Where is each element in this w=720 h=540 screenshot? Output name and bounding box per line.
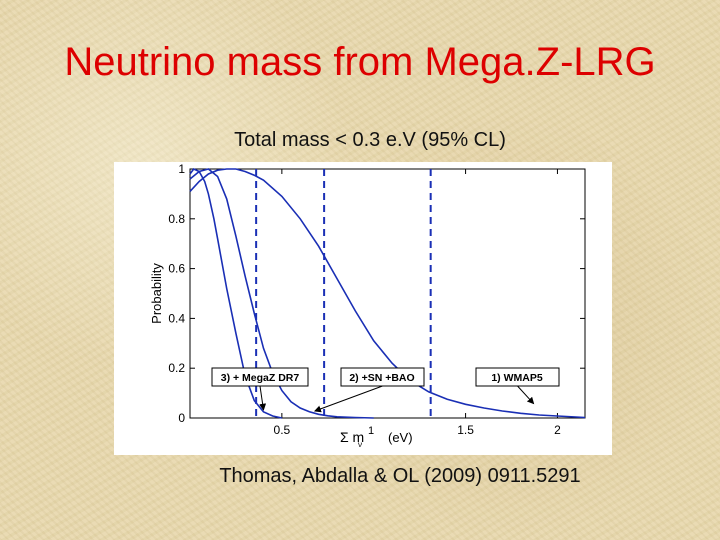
x-tick-label: 1.5 (457, 423, 474, 437)
y-tick-label: 0.4 (168, 311, 185, 325)
chart-background (114, 162, 612, 455)
slide-subtitle: Total mass < 0.3 e.V (95% CL) (234, 129, 506, 151)
annotation-arrow (259, 385, 267, 411)
annotation-label: 2) +SN +BAO (349, 372, 414, 384)
annotation-arrow (517, 385, 535, 405)
x-axis-label-sub: ν (358, 440, 362, 449)
annotation-label: 1) WMAP5 (491, 372, 542, 384)
y-tick-label: 0.6 (168, 262, 185, 276)
y-tick-label: 0 (178, 411, 185, 425)
slide-title: Neutrino mass from Mega.Z-LRG (64, 40, 656, 84)
y-axis-label: Probability (149, 263, 164, 324)
series-line-1 (189, 168, 586, 419)
citation-reference: Thomas, Abdalla & OL (2009) 0911.5291 (219, 465, 581, 487)
y-tick-label: 0.8 (168, 212, 185, 226)
x-tick-label: 0.5 (274, 423, 291, 437)
x-tick-label: 2 (554, 423, 561, 437)
annotation-arrow (313, 385, 383, 413)
chart-panel: 0 0.2 0.4 0.6 0.8 1 0.5 1.5 2 3) + MegaZ DR7 2) +… (114, 162, 612, 455)
x-axis-label: Σ m (340, 429, 364, 445)
x-axis-label-sup: 1 (368, 425, 374, 437)
probability-chart: 0 0.2 0.4 0.6 0.8 1 0.5 1.5 2 3) + MegaZ DR7 2) +… (114, 162, 612, 455)
y-tick-label: 1 (178, 162, 185, 176)
x-axis-label-unit: (eV) (388, 430, 413, 445)
y-tick-label: 0.2 (168, 361, 185, 375)
annotation-label: 3) + MegaZ DR7 (221, 372, 300, 384)
plot-frame (189, 168, 586, 419)
